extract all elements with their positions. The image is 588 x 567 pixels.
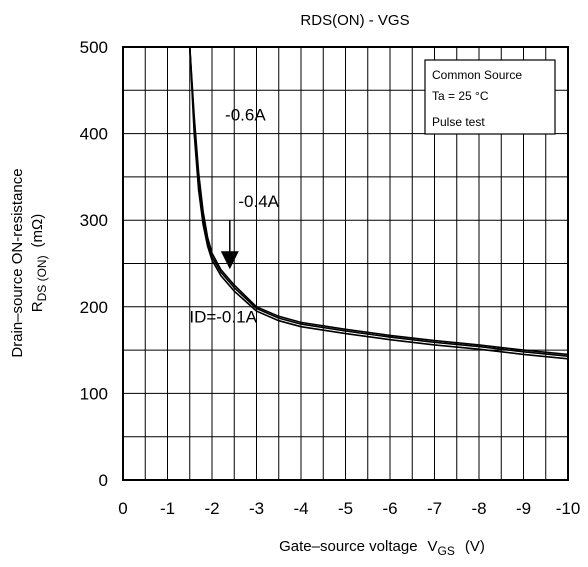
chart-title: RDS(ON) - VGS [300,12,409,29]
annotations: -0.6A -0.4A ID=-0.1A [189,106,279,327]
x-axis-label-unit: (V) [465,538,485,555]
x-axis-label-main: Gate–source voltage [279,538,417,555]
x-axis-label: Gate–source voltage VGS (V) [279,538,485,558]
x-tick-label: 0 [118,499,127,518]
series-line [189,46,569,357]
legend-box-frame [424,59,556,135]
arrow-head [220,251,239,270]
y-tick-labels: 0 100 200 300 400 500 [80,38,108,490]
x-tick-labels: 0 -1 -2 -3 -4 -5 -6 -7 -8 -9 -10 [118,499,580,518]
x-tick-label: -3 [249,499,264,518]
y-tick-label: 500 [80,38,108,57]
legend-box: Common Source Ta = 25 °C Pulse test [424,59,556,135]
curves [189,46,569,360]
y-tick-label: 300 [80,211,108,230]
x-tick-label: -9 [516,499,531,518]
y-axis-label-unit: (mΩ) [29,214,46,248]
annotation-label: ID=-0.1A [189,307,257,326]
y-tick-label: 100 [80,384,108,403]
legend-line-2: Ta = 25 °C [432,89,489,103]
x-axis-label-symbol: V [428,538,438,555]
y-axis-label-symbol: R [29,301,46,312]
series-line [189,46,569,360]
grid [123,47,568,480]
x-tick-label: -4 [293,499,308,518]
x-tick-label: -5 [338,499,353,518]
x-tick-label: -6 [382,499,397,518]
x-tick-label: -8 [471,499,486,518]
y-tick-label: 0 [99,471,108,490]
series-line [189,46,569,356]
x-tick-label: -2 [204,499,219,518]
y-axis-label-line1: Drain–source ON-resistance [9,168,26,357]
x-tick-label: -7 [427,499,442,518]
y-tick-label: 200 [80,298,108,317]
plot-frame [122,46,569,481]
x-tick-label: -1 [160,499,175,518]
x-axis-label-sub: GS [438,544,455,558]
x-tick-label: -10 [556,499,581,518]
annotation-label: -0.4A [238,192,279,211]
y-axis-label-sub: DS (ON) [35,255,49,301]
y-axis-label-line2: RDS (ON) (mΩ) [29,214,49,313]
y-tick-label: 400 [80,125,108,144]
legend-line-1: Common Source [432,68,522,82]
annotation-label: -0.6A [225,106,266,125]
legend-line-3: Pulse test [432,115,485,129]
